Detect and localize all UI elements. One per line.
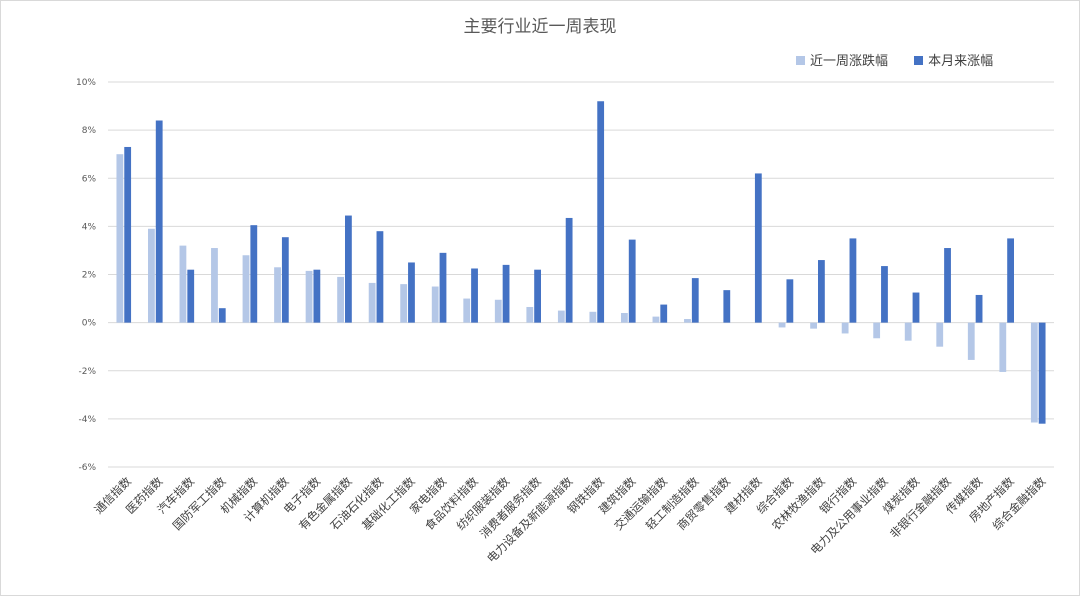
bar-monthly [975, 294, 983, 323]
bar-monthly [660, 304, 668, 323]
bar-monthly [881, 266, 888, 323]
y-tick-label: -2% [78, 367, 96, 377]
bar-monthly [944, 248, 951, 323]
y-tick-label: 2% [82, 271, 97, 281]
bar-weekly [621, 313, 628, 323]
bar-monthly [754, 173, 762, 323]
bar-weekly [999, 322, 1007, 372]
bar-weekly [242, 255, 250, 323]
chart-title: 主要行业近一周表现 [463, 17, 617, 37]
legend-label-weekly: 近一周涨跌幅 [810, 54, 889, 69]
bar-monthly [345, 215, 352, 323]
bar-weekly [652, 316, 660, 323]
bar-monthly [218, 308, 226, 323]
y-tick-label: 6% [82, 174, 97, 184]
bar-monthly [534, 269, 541, 323]
bar-monthly [597, 101, 605, 323]
bar-monthly [1007, 238, 1014, 323]
bar-weekly [463, 298, 471, 323]
bar-weekly [305, 270, 313, 323]
y-tick-label: 4% [82, 222, 97, 232]
bar-monthly [376, 231, 384, 323]
bar-weekly [179, 245, 187, 323]
bar-weekly [936, 322, 944, 347]
bar-monthly [565, 217, 573, 323]
bar-monthly [124, 146, 132, 323]
y-tick-label: -4% [78, 415, 96, 425]
bar-monthly [155, 120, 163, 323]
bar-weekly [148, 228, 155, 323]
legend-swatch-weekly [796, 56, 805, 65]
bar-weekly [778, 322, 786, 328]
bar-weekly [431, 286, 439, 323]
legend-swatch-monthly [914, 56, 924, 65]
bar-monthly [471, 268, 478, 323]
bar-weekly [557, 310, 565, 323]
bar-monthly [691, 278, 699, 323]
bar-weekly [494, 299, 502, 323]
grid-lines [108, 81, 1054, 468]
legend-item-monthly: 本月来涨幅 [914, 50, 993, 69]
bars [116, 101, 1046, 424]
bar-weekly [904, 322, 912, 341]
bar-monthly [187, 269, 195, 323]
bar-weekly [116, 154, 124, 323]
bar-monthly [912, 292, 920, 323]
bar-monthly [1038, 322, 1046, 424]
bar-weekly [274, 267, 281, 323]
bar-weekly [841, 322, 849, 334]
y-tick-label: 0% [82, 319, 97, 329]
bar-weekly [873, 322, 881, 339]
bar-monthly [818, 260, 825, 323]
legend-label-monthly: 本月来涨幅 [928, 54, 994, 69]
bar-monthly [250, 225, 258, 323]
bar-monthly [723, 290, 731, 323]
bar-monthly [439, 252, 447, 323]
bar-weekly [684, 319, 691, 323]
bar-monthly [313, 269, 321, 323]
bar-weekly [967, 322, 975, 360]
bar-monthly [628, 239, 636, 323]
bar-weekly [400, 284, 408, 323]
legend: 近一周涨跌幅 本月来涨幅 [796, 50, 1015, 69]
y-tick-label: 10% [76, 78, 96, 88]
bar-monthly [786, 279, 794, 323]
bar-monthly [849, 238, 857, 323]
bar-weekly [526, 306, 534, 323]
y-tick-label: -6% [78, 463, 96, 473]
y-axis-ticks: -6% -4% -2% 0% 2% 4% 6% 8% 10% [76, 78, 96, 473]
bar-weekly [368, 282, 376, 323]
bar-weekly [810, 322, 817, 329]
x-axis-labels: 通信指数医药指数汽车指数国防军工指数机械指数计算机指数电子指数有色金属指数石油石… [91, 474, 1048, 566]
bar-weekly [337, 276, 344, 323]
bar-weekly [211, 248, 218, 323]
legend-item-weekly: 近一周涨跌幅 [796, 50, 888, 69]
bar-weekly [1030, 322, 1038, 423]
y-tick-label: 8% [82, 126, 97, 136]
bar-monthly [281, 237, 289, 323]
bar-monthly [502, 264, 510, 323]
bar-monthly [408, 262, 415, 323]
bar-weekly [589, 311, 597, 323]
